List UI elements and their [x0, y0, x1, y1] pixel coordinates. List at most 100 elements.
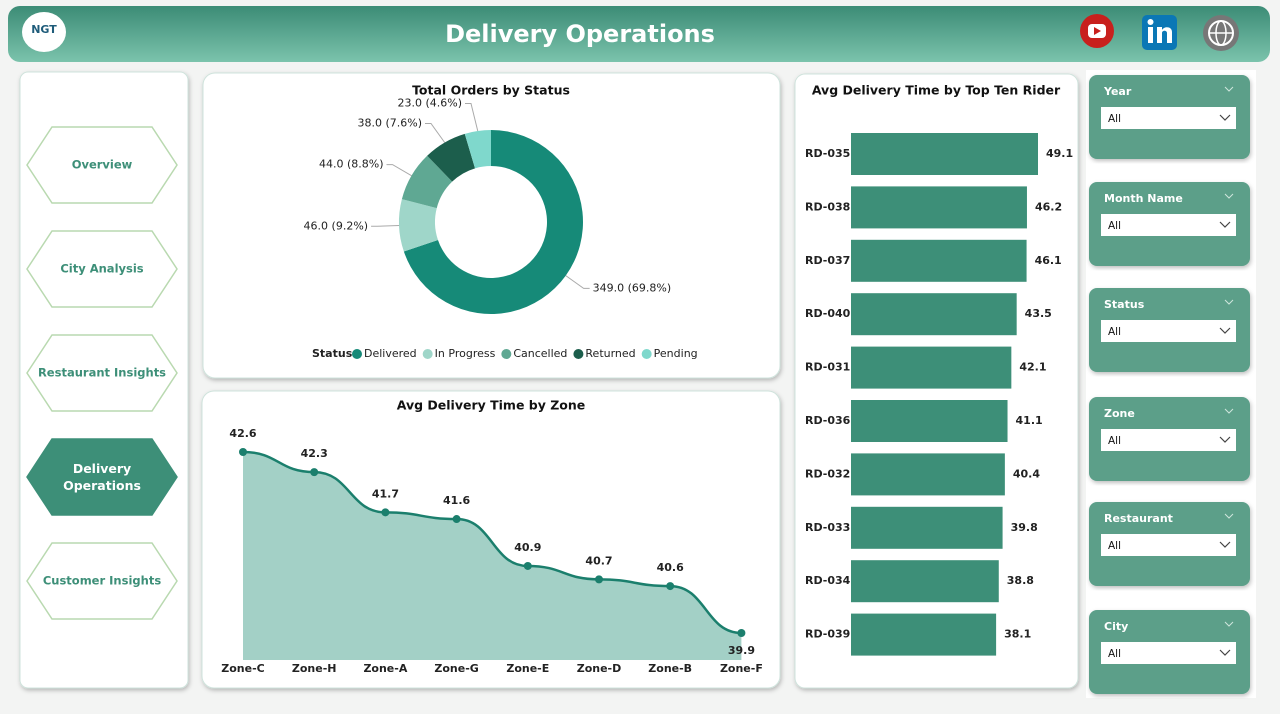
data-label: 38.1 [1004, 628, 1031, 641]
data-label: 40.9 [514, 541, 541, 554]
leader-line [565, 275, 590, 289]
donut-slice [401, 155, 453, 209]
dropdown-value: All [1108, 113, 1121, 125]
nav-label: Customer Insights [43, 574, 161, 588]
web-icon[interactable] [1203, 15, 1239, 51]
data-label: 38.0 (7.6%) [357, 117, 422, 130]
y-tick-label: RD-039 [805, 628, 850, 641]
legend-label: Delivered [364, 347, 417, 360]
x-tick-label: Zone-B [648, 662, 692, 675]
nav-button[interactable] [26, 230, 178, 308]
page-title: Delivery Operations [445, 20, 715, 48]
y-tick-label: RD-038 [805, 200, 850, 213]
data-label: 46.2 [1035, 200, 1062, 213]
x-tick-label: Zone-H [292, 662, 337, 675]
y-tick-label: RD-037 [805, 254, 850, 267]
y-tick-label: RD-031 [805, 361, 850, 374]
nav-label: Delivery Operations [63, 461, 141, 493]
nav-label: Overview [72, 158, 133, 172]
data-label: 40.6 [657, 561, 684, 574]
dropdown-arrow [1219, 327, 1231, 334]
x-tick-label: Zone-F [720, 662, 763, 675]
youtube-icon[interactable] [1080, 14, 1114, 48]
filter-label: Status [1104, 298, 1145, 311]
leader-line [465, 103, 479, 132]
bar [851, 560, 999, 603]
nav-label: City Analysis [60, 262, 143, 276]
point [737, 629, 746, 637]
dropdown[interactable] [1101, 107, 1236, 129]
data-label: 39.8 [1011, 521, 1038, 534]
filter-label: Month Name [1104, 192, 1183, 205]
data-label: 46.1 [1035, 254, 1062, 267]
area-fill [243, 452, 742, 660]
leader-line [371, 224, 400, 227]
card [202, 72, 781, 379]
x-tick-label: Zone-A [363, 662, 407, 675]
data-label: 349.0 (69.8%) [593, 281, 672, 294]
dropdown-value: All [1108, 648, 1121, 660]
dropdown[interactable] [1101, 320, 1236, 342]
leader-line [425, 123, 446, 143]
legend-label: Cancelled [513, 347, 567, 360]
data-label: 46.0 (9.2%) [304, 219, 369, 232]
header-bar [8, 6, 1270, 62]
dropdown[interactable] [1101, 642, 1236, 664]
logo [22, 12, 66, 52]
dropdown-arrow [1219, 649, 1231, 656]
donut-slice [403, 130, 584, 314]
data-label: 42.6 [229, 427, 256, 440]
linkedin-icon[interactable] [1142, 15, 1177, 50]
chart-title: Avg Delivery Time by Zone [397, 398, 586, 413]
filter-label: City [1104, 620, 1128, 633]
filter-label: Year [1103, 85, 1132, 98]
nav-button[interactable] [26, 542, 178, 620]
x-tick-label: Zone-C [221, 662, 264, 675]
bar [851, 133, 1038, 175]
dropdown[interactable] [1101, 534, 1236, 556]
logo-text: NGT [31, 23, 57, 36]
nav-label: Restaurant Insights [38, 366, 166, 380]
dropdown[interactable] [1101, 214, 1236, 236]
dropdown-arrow [1219, 114, 1231, 121]
y-tick-label: RD-032 [805, 467, 850, 480]
data-label: 38.8 [1007, 574, 1034, 587]
bar [851, 613, 997, 656]
legend-marker [641, 349, 652, 359]
bar [851, 346, 1012, 389]
filter-label: Zone [1104, 407, 1135, 420]
dropdown-arrow [1219, 436, 1231, 443]
bar [851, 186, 1027, 229]
point [523, 561, 532, 570]
legend-marker [422, 349, 433, 359]
nav-button[interactable] [26, 334, 178, 412]
legend-label: In Progress [435, 347, 496, 360]
point [452, 515, 461, 524]
dropdown[interactable] [1101, 429, 1236, 451]
donut-slice [399, 199, 438, 252]
y-tick-label: RD-035 [805, 147, 850, 160]
bar [851, 453, 1005, 496]
bar [851, 400, 1008, 442]
legend-label: Pending [654, 347, 698, 360]
data-label: 40.7 [585, 554, 612, 567]
point [381, 508, 390, 517]
filter-chevron [1224, 193, 1234, 199]
nav-button[interactable] [26, 438, 178, 516]
x-tick-label: Zone-E [506, 662, 549, 675]
donut-slice [427, 133, 476, 182]
nav-button[interactable] [26, 126, 178, 204]
donut-slice [464, 130, 491, 169]
bar [851, 293, 1017, 336]
x-tick-label: Zone-D [577, 662, 622, 675]
legend-title: Status [312, 347, 353, 360]
filter-chevron [1224, 299, 1234, 305]
y-tick-label: RD-033 [805, 521, 850, 534]
legend-marker [573, 349, 584, 359]
x-tick-label: Zone-G [434, 662, 478, 675]
filter-chevron [1224, 86, 1234, 92]
filter-chevron [1224, 513, 1234, 519]
data-label: 41.1 [1016, 414, 1043, 427]
